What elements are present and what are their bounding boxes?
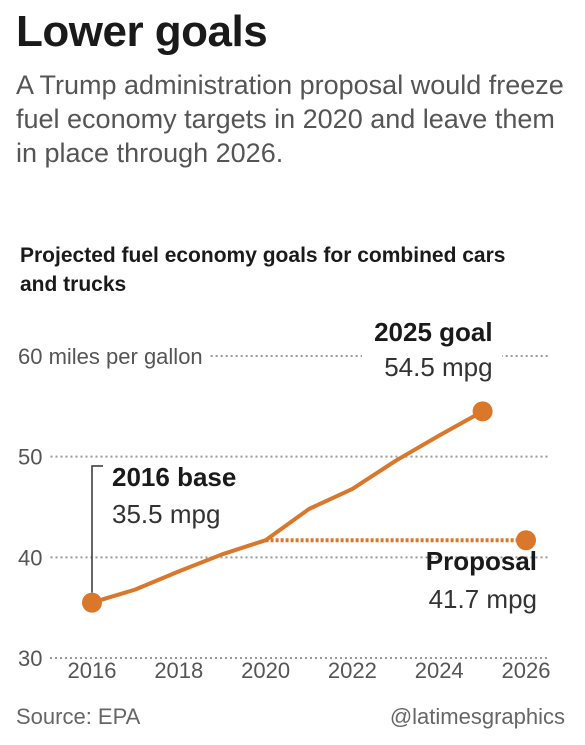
goal-value: 54.5 mpg [384, 352, 492, 382]
goal-label: 2025 goal [374, 317, 493, 347]
x-tick-label: 2022 [328, 658, 377, 683]
y-tick-label: 30 [18, 646, 42, 671]
y-tick-label: 60 miles per gallon [18, 344, 203, 369]
series-lines [91, 409, 526, 605]
chart-subtitle: A Trump administration proposal would fr… [16, 70, 564, 168]
base-leader-line [91, 465, 103, 593]
proposal-value: 41.7 mpg [429, 584, 537, 614]
annotations: 2016 base 35.5 mpg 2025 goal 54.5 mpg Propos… [91, 317, 537, 614]
current-goals-line [91, 409, 484, 605]
credit-note: @latimesgraphics [389, 704, 565, 729]
axis-ticks: 30 40 50 60 miles per gallon 2016 2018 2020 202… [18, 344, 550, 683]
goal-point [472, 401, 493, 422]
proposal-point [516, 530, 536, 551]
source-note: Source: EPA [16, 704, 141, 729]
base-label: 2016 base [112, 462, 236, 492]
x-tick-label: 2024 [415, 658, 464, 683]
base-value: 35.5 mpg [112, 499, 220, 529]
base-point [82, 592, 102, 613]
proposal-label: Proposal [426, 546, 537, 576]
data-points [82, 401, 536, 613]
y-tick-label: 50 [18, 445, 42, 470]
x-tick-label: 2018 [154, 658, 203, 683]
x-tick-label: 2026 [502, 658, 551, 683]
x-tick-label: 2020 [241, 658, 290, 683]
x-tick-label: 2016 [68, 658, 117, 683]
chart-heading: Projected fuel economy goals for combine… [20, 244, 506, 296]
y-tick-label: 40 [18, 545, 42, 570]
goal-label-backdrop [362, 350, 502, 380]
chart-title: Lower goals [16, 7, 268, 56]
